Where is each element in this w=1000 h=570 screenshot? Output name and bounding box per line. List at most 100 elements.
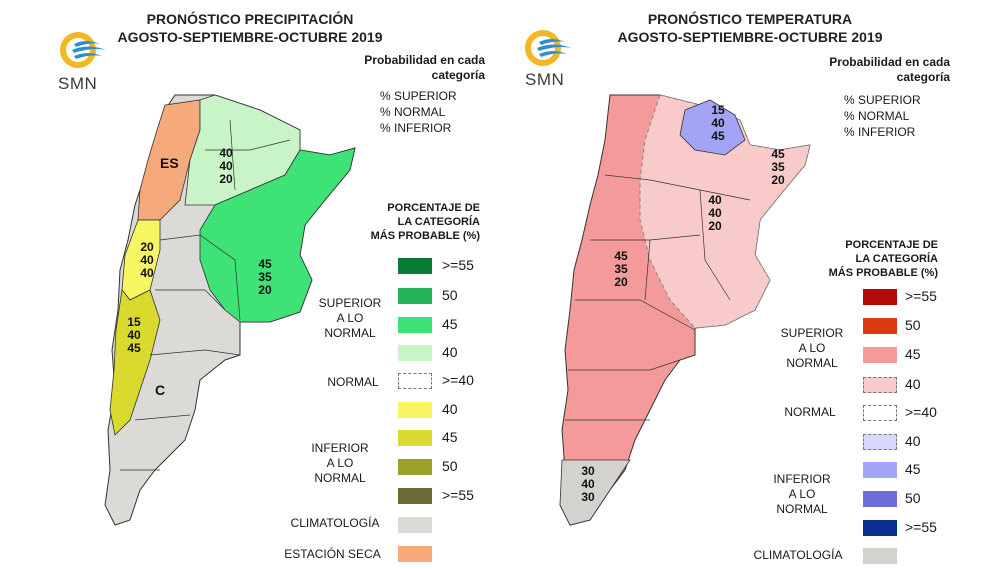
- precip-legend-title-line1: PORCENTAJE DE: [387, 202, 480, 214]
- precip-legend-label-1: 50: [442, 287, 458, 303]
- precip-group-superior-line1: SUPERIOR: [318, 296, 382, 310]
- precip-prob-title-line1: Probabilidad en cada: [364, 53, 485, 67]
- temp-prob-title-line1: Probabilidad en cada: [829, 55, 950, 69]
- temp-group-inferior-line2: A LO NORMAL: [776, 487, 828, 516]
- temp-prob-inferior: % INFERIOR: [844, 125, 916, 139]
- temp-box-west-inferior: 20: [614, 275, 628, 289]
- temp-box-north-superior: 15: [711, 103, 725, 117]
- precip-legend-swatch-4: [398, 373, 432, 389]
- precip-legend-label-3: 40: [442, 344, 458, 360]
- temp-group-normal: NORMAL: [784, 405, 836, 419]
- temp-legend-title: PORCENTAJE DE LA CATEGORÍA MÁS PROBABLE …: [800, 238, 938, 280]
- temp-legend-label-7: 50: [905, 490, 921, 506]
- temp-box-west-superior: 45: [614, 249, 628, 263]
- temp-legend-swatch-4: [863, 405, 897, 421]
- temp-legend-swatch-7: [863, 491, 897, 507]
- precip-box-north-superior: 40: [219, 146, 233, 160]
- temp-title-line1: PRONÓSTICO TEMPERATURA: [647, 11, 853, 27]
- precip-legend-swatch-2: [398, 317, 432, 333]
- precip-group-normal: NORMAL: [327, 375, 379, 389]
- precip-legend-swatch-0: [398, 258, 432, 274]
- temp-box-south-normal: 40: [581, 477, 595, 491]
- smn-logo-text: SMN: [58, 74, 98, 93]
- temp-box-west-normal: 35: [614, 262, 628, 276]
- precip-group-superior: SUPERIOR A LO NORMAL: [310, 296, 390, 341]
- precip-legend-swatch-7: [398, 459, 432, 475]
- precip-group-inferior-line2: A LO NORMAL: [314, 456, 366, 485]
- precip-group-inferior: INFERIOR A LO NORMAL: [300, 441, 380, 486]
- temp-box-north-normal: 40: [711, 116, 725, 130]
- precip-prob-superior: % SUPERIOR: [380, 89, 457, 103]
- smn-logo-icon: [525, 30, 571, 66]
- precip-box-west2-normal: 40: [127, 328, 141, 342]
- precip-label-c: C: [155, 382, 166, 398]
- temp-legend-label-4: >=40: [905, 404, 937, 420]
- precip-legend-swatch-10: [398, 546, 432, 562]
- temp-legend-label-0: >=55: [905, 288, 937, 304]
- precipitation-panel: PRONÓSTICO PRECIPITACIÓN AGOSTO-SEPTIEMB…: [58, 11, 485, 562]
- temp-prob-normal: % NORMAL: [844, 109, 910, 123]
- temp-legend-swatch-8: [863, 520, 897, 536]
- precip-box-west2: 15 40 45: [122, 316, 146, 355]
- temp-box-ne-normal: 35: [771, 160, 785, 174]
- temp-group-inferior-line1: INFERIOR: [773, 472, 831, 486]
- yellow-green-45-region: [109, 289, 161, 436]
- precip-group-estacion-seca: ESTACIÓN SECA: [284, 547, 381, 561]
- temp-legend-label-1: 50: [905, 317, 921, 333]
- temp-legend-title-line3: MÁS PROBABLE (%): [828, 267, 938, 279]
- temp-prob-title-line2: categoría: [896, 70, 950, 84]
- precip-box-east: 45 35 20: [253, 258, 277, 297]
- blue-45-region: [679, 99, 746, 156]
- temp-legend-swatch-1: [863, 318, 897, 334]
- precip-prob-title: Probabilidad en cada categoría: [320, 53, 485, 83]
- precip-box-north: 40 40 20: [214, 147, 238, 186]
- temp-box-ne: 45 35 20: [766, 148, 790, 187]
- temp-box-center-superior: 40: [708, 193, 722, 207]
- precip-legend-label-2: 45: [442, 316, 458, 332]
- temp-group-superior-line2: A LO NORMAL: [786, 341, 838, 370]
- precip-title-line2: AGOSTO-SEPTIEMBRE-OCTUBRE 2019: [117, 29, 383, 45]
- precip-legend-swatch-1: [398, 288, 432, 304]
- temp-legend-swatch-3: [863, 377, 897, 393]
- temp-box-center-normal: 40: [708, 206, 722, 220]
- temp-legend-label-5: 40: [905, 433, 921, 449]
- precip-legend-label-7: 50: [442, 458, 458, 474]
- temp-prob-title: Probabilidad en cada categoría: [790, 55, 950, 85]
- temp-legend-swatch-6: [863, 462, 897, 478]
- precip-label-es: ES: [160, 155, 179, 171]
- precip-box-east-superior: 45: [258, 257, 272, 271]
- temp-group-inferior: INFERIOR A LO NORMAL: [762, 472, 842, 517]
- temp-legend-label-3: 40: [905, 376, 921, 392]
- precip-legend-title-line3: MÁS PROBABLE (%): [370, 230, 480, 242]
- climatology-south-region: [559, 459, 631, 526]
- temp-box-center: 40 40 20: [703, 194, 727, 233]
- temp-legend-title-line1: PORCENTAJE DE: [845, 239, 938, 251]
- temp-box-north: 15 40 45: [706, 104, 730, 143]
- precip-legend-label-6: 45: [442, 429, 458, 445]
- precip-legend-label-5: 40: [442, 401, 458, 417]
- temp-legend-label-6: 45: [905, 461, 921, 477]
- temp-box-north-inferior: 45: [711, 129, 725, 143]
- temp-box-ne-superior: 45: [771, 147, 785, 161]
- temp-box-south-inferior: 30: [581, 490, 595, 504]
- temp-title: PRONÓSTICO TEMPERATURA AGOSTO-SEPTIEMBRE…: [590, 10, 910, 46]
- temp-legend-swatch-9: [863, 548, 897, 564]
- temp-legend-swatch-0: [863, 289, 897, 305]
- temp-box-south-superior: 30: [581, 464, 595, 478]
- temp-box-center-inferior: 20: [708, 219, 722, 233]
- precip-box-west1-superior: 20: [140, 240, 154, 254]
- precip-legend-swatch-3: [398, 345, 432, 361]
- precip-box-west1: 20 40 40: [135, 241, 159, 280]
- precip-box-east-normal: 35: [258, 270, 272, 284]
- precip-box-west1-normal: 40: [140, 253, 154, 267]
- temp-legend-swatch-2: [863, 347, 897, 363]
- precip-group-superior-line2: A LO NORMAL: [324, 311, 376, 340]
- pale-pink-region: [639, 94, 811, 329]
- precip-legend-label-8: >=55: [442, 487, 474, 503]
- temp-legend-title-line2: LA CATEGORÍA: [855, 253, 939, 265]
- temp-prob-superior: % SUPERIOR: [844, 93, 921, 107]
- temp-legend-label-2: 45: [905, 346, 921, 362]
- precip-legend-label-0: >=55: [442, 257, 474, 273]
- temp-group-climatologia: CLIMATOLOGÍA: [753, 548, 843, 562]
- temp-group-superior-line1: SUPERIOR: [780, 326, 844, 340]
